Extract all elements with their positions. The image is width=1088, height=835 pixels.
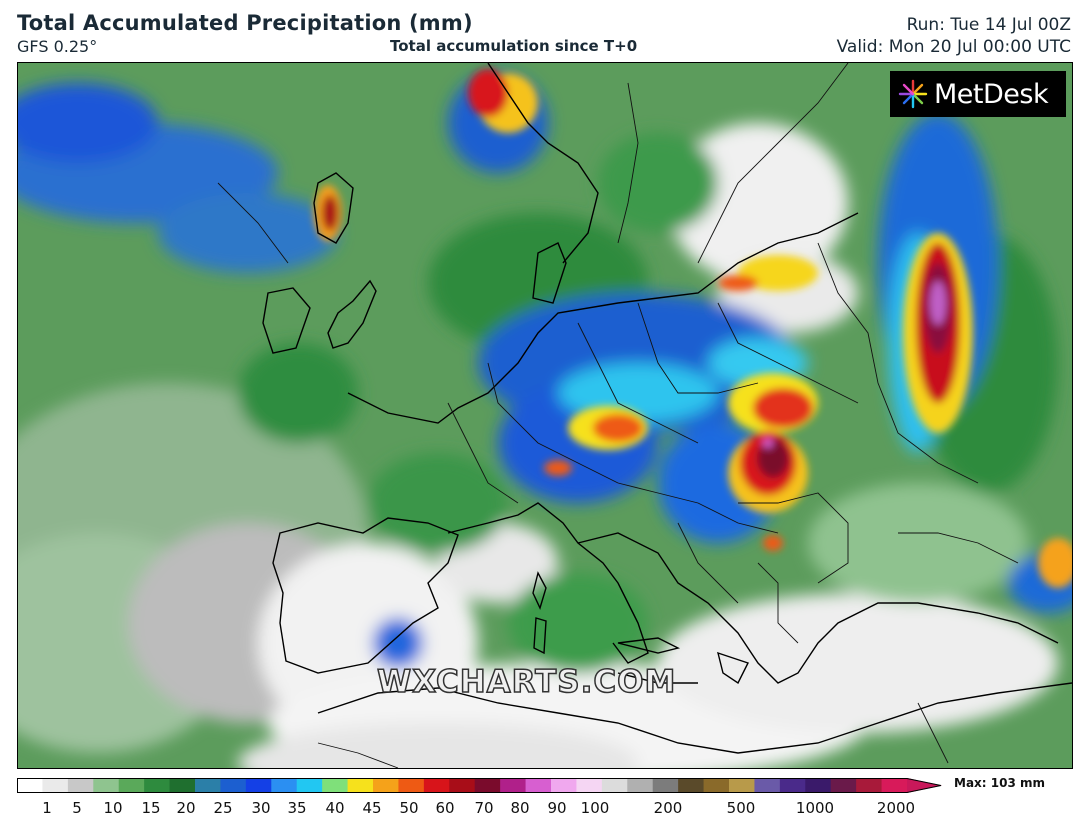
color-scale-swatch bbox=[220, 778, 247, 793]
color-scale-swatch bbox=[398, 778, 425, 793]
run-label: Run: Tue 14 Jul 00Z bbox=[906, 15, 1071, 35]
color-scale-swatch bbox=[474, 778, 501, 793]
precip-heavy-cores bbox=[314, 69, 1072, 588]
color-scale-swatch bbox=[373, 778, 400, 793]
color-scale-tick-label: 90 bbox=[547, 799, 567, 817]
color-scale-tick-label: 25 bbox=[213, 799, 233, 817]
color-scale-tick-label: 30 bbox=[251, 799, 271, 817]
color-scale-swatch bbox=[17, 778, 44, 793]
color-scale-tick-label: 10 bbox=[103, 799, 123, 817]
color-scale-swatch bbox=[322, 778, 349, 793]
color-scale-swatch bbox=[576, 778, 603, 793]
color-scale-swatch bbox=[144, 778, 171, 793]
color-scale-swatch bbox=[500, 778, 527, 793]
color-scale-swatch bbox=[245, 778, 272, 793]
precipitation-map: MetDesk bbox=[17, 62, 1073, 769]
color-scale-swatch bbox=[652, 778, 679, 793]
color-scale-swatch bbox=[169, 778, 196, 793]
country-borders bbox=[217, 63, 1019, 768]
color-scale-extend-arrow bbox=[907, 778, 942, 793]
color-scale-swatch bbox=[42, 778, 69, 793]
color-scale-tick-label: 2000 bbox=[876, 799, 916, 817]
color-scale-swatch bbox=[601, 778, 628, 793]
color-scale-tick-label: 1 bbox=[42, 799, 52, 817]
color-scale-tick-label: 60 bbox=[435, 799, 455, 817]
color-scale-swatch bbox=[93, 778, 120, 793]
metdesk-logo-text: MetDesk bbox=[934, 78, 1049, 110]
color-scale-swatch bbox=[423, 778, 450, 793]
color-scale-swatch bbox=[830, 778, 857, 793]
color-scale-tick-label: 45 bbox=[362, 799, 382, 817]
metdesk-logo: MetDesk bbox=[890, 71, 1066, 117]
color-scale-swatch bbox=[881, 778, 908, 793]
color-scale-swatch bbox=[779, 778, 806, 793]
precip-color-scale bbox=[17, 778, 942, 793]
color-scale-tick-label: 1000 bbox=[795, 799, 835, 817]
color-scale-swatch bbox=[449, 778, 476, 793]
color-scale-tick-label: 70 bbox=[474, 799, 494, 817]
color-scale-tick-label: 35 bbox=[287, 799, 307, 817]
color-scale-swatch bbox=[703, 778, 730, 793]
color-scale-swatch bbox=[856, 778, 883, 793]
color-scale-tick-label: 5 bbox=[72, 799, 82, 817]
color-scale-tick-label: 100 bbox=[580, 799, 610, 817]
color-scale-swatch bbox=[347, 778, 374, 793]
color-scale-swatch bbox=[678, 778, 705, 793]
color-scale-swatch bbox=[271, 778, 298, 793]
color-scale-swatch bbox=[525, 778, 552, 793]
color-scale-tick-label: 500 bbox=[726, 799, 756, 817]
metdesk-burst-icon bbox=[898, 79, 928, 109]
color-scale-tick-label: 80 bbox=[510, 799, 530, 817]
chart-title: Total Accumulated Precipitation (mm) bbox=[17, 11, 473, 35]
color-scale-swatch bbox=[296, 778, 323, 793]
color-scale-tick-label: 20 bbox=[176, 799, 196, 817]
chart-subtitle: Total accumulation since T+0 bbox=[390, 37, 638, 55]
color-scale-swatch bbox=[67, 778, 94, 793]
color-scale-swatch bbox=[195, 778, 222, 793]
color-scale-bar bbox=[17, 778, 942, 793]
valid-time-label: Valid: Mon 20 Jul 00:00 UTC bbox=[836, 37, 1071, 57]
color-scale-swatch bbox=[805, 778, 832, 793]
color-scale-swatch bbox=[729, 778, 756, 793]
map-canvas: MetDesk bbox=[18, 63, 1072, 768]
color-scale-swatch bbox=[627, 778, 654, 793]
model-label: GFS 0.25° bbox=[17, 37, 98, 56]
color-scale-swatch bbox=[551, 778, 578, 793]
color-scale-tick-label: 200 bbox=[653, 799, 683, 817]
color-scale-tick-label: 15 bbox=[141, 799, 161, 817]
wxcharts-watermark: WXCHARTS.COM bbox=[376, 663, 677, 701]
color-scale-swatch bbox=[118, 778, 145, 793]
coastlines bbox=[262, 63, 1072, 754]
color-scale-tick-label: 40 bbox=[325, 799, 345, 817]
color-scale-swatch bbox=[754, 778, 781, 793]
max-value-label: Max: 103 mm bbox=[954, 776, 1045, 790]
color-scale-tick-label: 50 bbox=[399, 799, 419, 817]
